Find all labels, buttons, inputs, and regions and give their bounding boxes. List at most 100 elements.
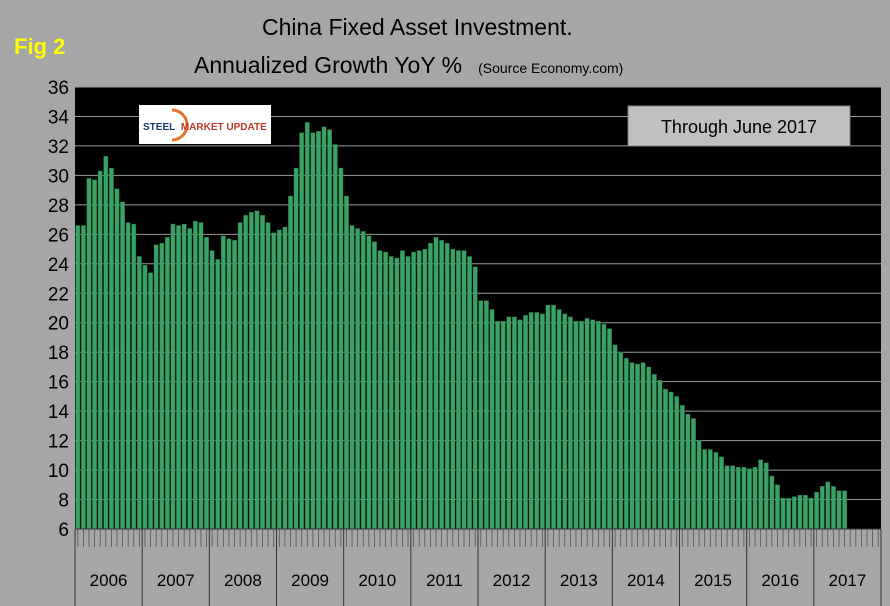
bar	[523, 315, 528, 530]
y-tick-label: 28	[48, 196, 69, 217]
bar	[534, 312, 540, 530]
y-tick-label: 16	[48, 373, 69, 394]
bar	[528, 312, 534, 530]
bar	[265, 222, 271, 530]
bar	[136, 256, 142, 530]
bar	[601, 324, 607, 530]
bar	[394, 257, 400, 530]
bar	[674, 396, 680, 530]
y-tick-label: 30	[48, 166, 69, 187]
bar	[780, 497, 786, 530]
bar	[702, 449, 708, 530]
bar	[316, 130, 321, 530]
bar	[433, 237, 439, 530]
bar	[769, 475, 775, 530]
bar	[567, 316, 573, 530]
bar	[153, 244, 159, 530]
bar	[260, 214, 265, 530]
chart-title-text: Annualized Growth YoY %	[194, 52, 463, 78]
bar	[282, 226, 288, 530]
bar	[484, 300, 489, 530]
bar	[131, 223, 137, 530]
bar	[181, 223, 187, 530]
bar	[506, 316, 512, 530]
bar	[612, 344, 618, 530]
x-tick-label: 2011	[426, 571, 463, 590]
x-tick-label: 2006	[90, 571, 128, 590]
bar	[590, 319, 596, 530]
bar	[164, 237, 170, 530]
bar	[226, 238, 232, 530]
bar	[299, 132, 305, 530]
bar	[293, 167, 299, 530]
bar	[735, 466, 741, 530]
bar	[355, 228, 361, 530]
steel-market-update-logo: STEEL MARKET UPDATE	[139, 105, 271, 144]
annotation-text: Through June 2017	[661, 117, 817, 137]
bar	[248, 212, 254, 530]
x-tick-label: 2015	[694, 571, 732, 590]
logo-swoosh-icon	[171, 108, 189, 142]
bar	[618, 352, 624, 530]
bar	[81, 225, 86, 530]
bar	[243, 214, 249, 530]
x-tick-label: 2007	[157, 571, 195, 590]
bar	[388, 256, 394, 530]
bar	[545, 304, 551, 530]
bar	[562, 313, 568, 530]
bar	[747, 468, 752, 530]
bar	[148, 272, 153, 530]
y-tick-label: 36	[48, 78, 69, 99]
bar	[775, 484, 780, 530]
bar	[831, 486, 836, 530]
bar	[797, 494, 803, 530]
chart-title-line2: Annualized Growth YoY % (Source Economy.c…	[194, 52, 623, 79]
bar	[108, 167, 114, 530]
bar	[86, 178, 92, 530]
svg-text:STEEL MARKET UPDATE: STEEL MARKET UPDATE	[143, 122, 267, 133]
logo-word-market-update: MARKET UPDATE	[181, 122, 267, 133]
bar	[254, 210, 260, 530]
bar	[584, 318, 590, 530]
bar	[114, 188, 120, 530]
bar	[825, 481, 831, 530]
y-tick-label: 18	[48, 343, 69, 364]
bar	[763, 462, 769, 530]
bar	[377, 250, 383, 530]
bar	[198, 222, 204, 530]
bar	[103, 156, 109, 530]
bar	[215, 259, 221, 530]
bar	[556, 309, 562, 530]
bar	[808, 497, 814, 530]
y-tick-label: 24	[48, 255, 70, 276]
bar	[663, 388, 668, 530]
bar	[304, 122, 310, 530]
chart-title-line1: China Fixed Asset Investment.	[262, 14, 573, 40]
figure-label: Fig 2	[14, 34, 66, 59]
bar	[416, 250, 422, 530]
bar	[338, 167, 344, 530]
bar	[411, 251, 417, 530]
bar	[192, 220, 198, 530]
bar	[321, 126, 327, 530]
bar	[819, 486, 825, 530]
bar	[489, 309, 495, 530]
bar	[444, 242, 450, 530]
bar	[400, 250, 405, 530]
bar	[159, 242, 165, 530]
bar	[595, 321, 601, 530]
bar	[573, 321, 579, 530]
bar	[383, 251, 389, 530]
bar	[120, 201, 125, 530]
bar	[495, 321, 500, 530]
bar	[685, 413, 691, 530]
bar	[691, 418, 696, 530]
bar	[360, 231, 366, 530]
through-date-annotation: Through June 2017	[627, 105, 851, 147]
bar	[758, 459, 764, 530]
bar	[142, 265, 148, 530]
bar	[579, 321, 584, 530]
x-tick-label: 2009	[291, 571, 329, 590]
bar	[366, 235, 372, 530]
